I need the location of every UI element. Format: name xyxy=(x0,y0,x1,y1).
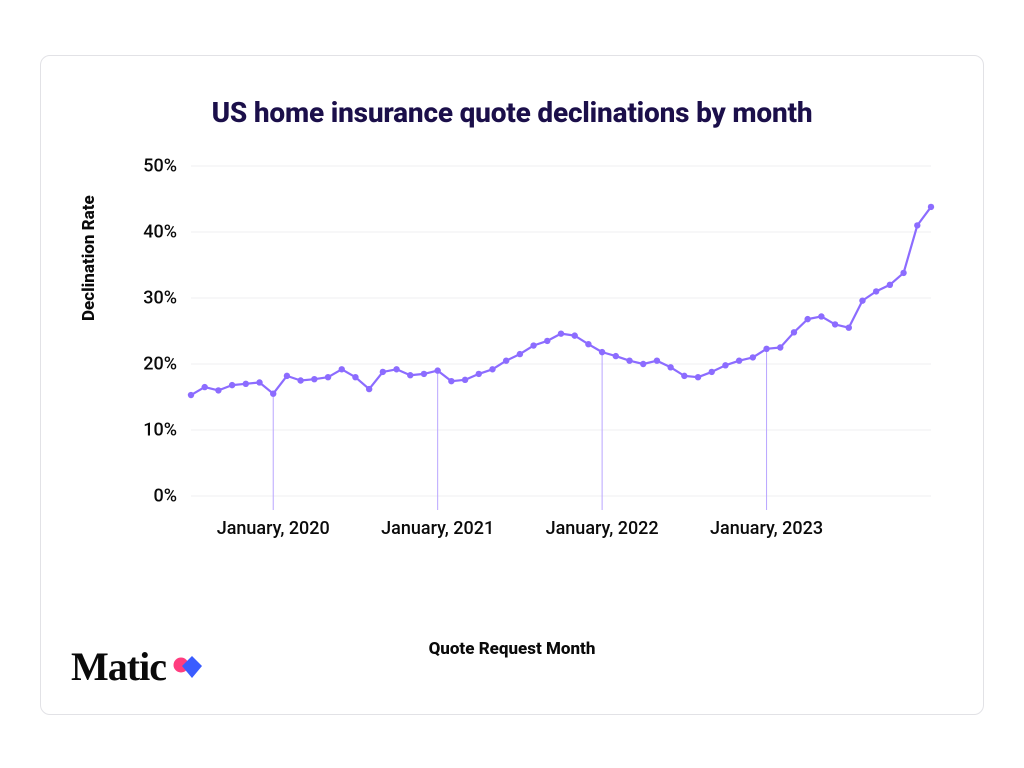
y-tick-label: 50% xyxy=(143,156,177,177)
data-marker xyxy=(558,330,564,336)
data-marker xyxy=(421,371,427,377)
data-marker xyxy=(736,358,742,364)
data-marker xyxy=(859,297,865,303)
data-marker xyxy=(791,329,797,335)
brand-logo-text: Matic xyxy=(71,643,166,690)
chart-title: US home insurance quote declinations by … xyxy=(41,96,983,129)
data-marker xyxy=(763,346,769,352)
x-tick-label: January, 2023 xyxy=(710,518,823,539)
brand-logo: Matic xyxy=(71,643,206,690)
data-marker xyxy=(914,222,920,228)
data-line xyxy=(191,207,931,395)
data-marker xyxy=(270,391,276,397)
data-marker xyxy=(709,369,715,375)
data-marker xyxy=(229,382,235,388)
data-marker xyxy=(887,282,893,288)
data-marker xyxy=(476,371,482,377)
data-marker xyxy=(215,387,221,393)
brand-logo-mark-icon xyxy=(172,652,206,682)
chart-svg xyxy=(191,166,931,516)
y-tick-label: 0% xyxy=(154,486,177,507)
data-marker xyxy=(900,270,906,276)
data-marker xyxy=(393,366,399,372)
data-marker xyxy=(832,321,838,327)
data-marker xyxy=(311,376,317,382)
data-marker xyxy=(202,384,208,390)
data-marker xyxy=(243,381,249,387)
y-tick-label: 30% xyxy=(143,288,177,309)
x-tick-label: January, 2020 xyxy=(217,518,330,539)
data-marker xyxy=(448,378,454,384)
data-marker xyxy=(256,379,262,385)
data-marker xyxy=(380,369,386,375)
data-marker xyxy=(572,332,578,338)
data-marker xyxy=(613,353,619,359)
data-marker xyxy=(585,341,591,347)
data-marker xyxy=(722,362,728,368)
data-marker xyxy=(654,358,660,364)
data-marker xyxy=(928,204,934,210)
data-marker xyxy=(750,354,756,360)
chart-card: US home insurance quote declinations by … xyxy=(40,55,984,715)
data-marker xyxy=(503,358,509,364)
data-marker xyxy=(804,316,810,322)
data-marker xyxy=(544,338,550,344)
data-marker xyxy=(489,366,495,372)
data-marker xyxy=(530,342,536,348)
data-marker xyxy=(667,364,673,370)
data-marker xyxy=(462,377,468,383)
data-marker xyxy=(681,373,687,379)
y-axis-label: Declination Rate xyxy=(79,195,99,321)
data-marker xyxy=(284,373,290,379)
data-marker xyxy=(695,374,701,380)
y-tick-label: 40% xyxy=(143,222,177,243)
data-marker xyxy=(640,361,646,367)
y-tick-label: 20% xyxy=(143,354,177,375)
data-marker xyxy=(188,392,194,398)
x-tick-label: January, 2022 xyxy=(546,518,659,539)
data-marker xyxy=(599,349,605,355)
data-marker xyxy=(873,288,879,294)
data-marker xyxy=(434,367,440,373)
data-marker xyxy=(626,358,632,364)
y-tick-label: 10% xyxy=(143,420,177,441)
data-marker xyxy=(777,344,783,350)
data-marker xyxy=(297,377,303,383)
data-marker xyxy=(846,325,852,331)
data-marker xyxy=(818,313,824,319)
data-marker xyxy=(366,386,372,392)
data-marker xyxy=(339,366,345,372)
data-marker xyxy=(352,374,358,380)
data-marker xyxy=(325,374,331,380)
data-marker xyxy=(407,372,413,378)
chart-plot-area: 0%10%20%30%40%50%January, 2020January, 2… xyxy=(191,166,931,496)
x-tick-label: January, 2021 xyxy=(381,518,494,539)
data-marker xyxy=(517,351,523,357)
